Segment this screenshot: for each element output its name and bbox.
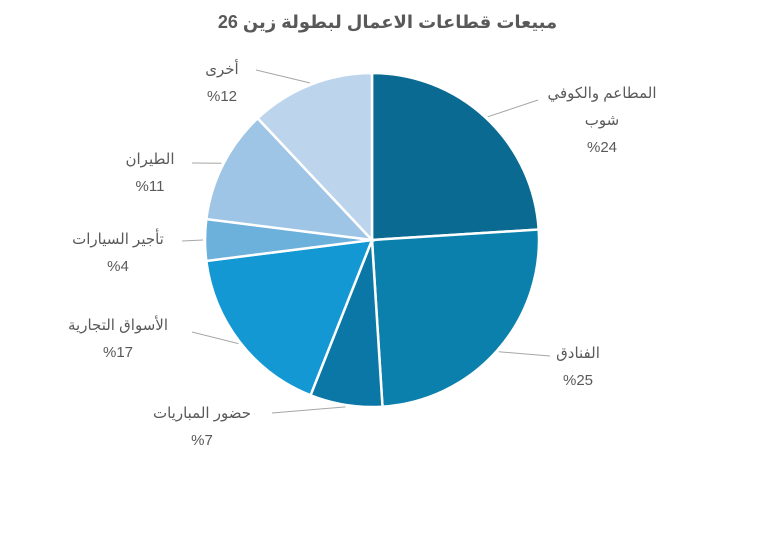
leader-line xyxy=(498,351,551,357)
value-label: %25 xyxy=(562,372,594,389)
data-label: تأجير السيارات %4 xyxy=(53,226,183,280)
category-label: المطاعم والكوفي شوب xyxy=(547,85,657,129)
pie-slice xyxy=(370,228,541,408)
value-label: %11 xyxy=(135,178,165,195)
leader-line xyxy=(271,406,346,414)
category-label: الفنادق xyxy=(556,345,600,362)
leader-line xyxy=(191,331,239,345)
category-label: الطيران xyxy=(125,151,175,168)
pie-slice xyxy=(255,71,374,244)
data-label: أخرى %12 xyxy=(182,56,262,110)
data-label: الطيران %11 xyxy=(100,146,200,200)
category-label: أخرى xyxy=(205,61,239,78)
pie-slice xyxy=(204,238,374,397)
value-label: %12 xyxy=(206,88,238,105)
category-label: تأجير السيارات xyxy=(72,231,164,248)
leader-line xyxy=(487,99,539,118)
pie-slice xyxy=(204,116,376,242)
leader-line xyxy=(181,239,204,242)
value-label: %4 xyxy=(107,258,129,275)
value-label: %17 xyxy=(102,344,134,361)
category-label: الأسواق التجارية xyxy=(68,317,168,334)
chart-title: مبيعات قطاعات الاعمال لبطولة زين 26 xyxy=(217,12,558,32)
data-label: الفنادق %25 xyxy=(528,340,628,394)
data-label: المطاعم والكوفي شوب %24 xyxy=(537,80,667,161)
data-label: الأسواق التجارية %17 xyxy=(48,312,188,366)
pie-slice xyxy=(370,71,540,242)
leader-line xyxy=(255,69,310,84)
category-label: حضور المباريات xyxy=(152,405,252,422)
value-label: %24 xyxy=(586,139,618,156)
data-label: حضور المباريات %7 xyxy=(132,400,272,454)
value-label: %7 xyxy=(191,432,213,449)
